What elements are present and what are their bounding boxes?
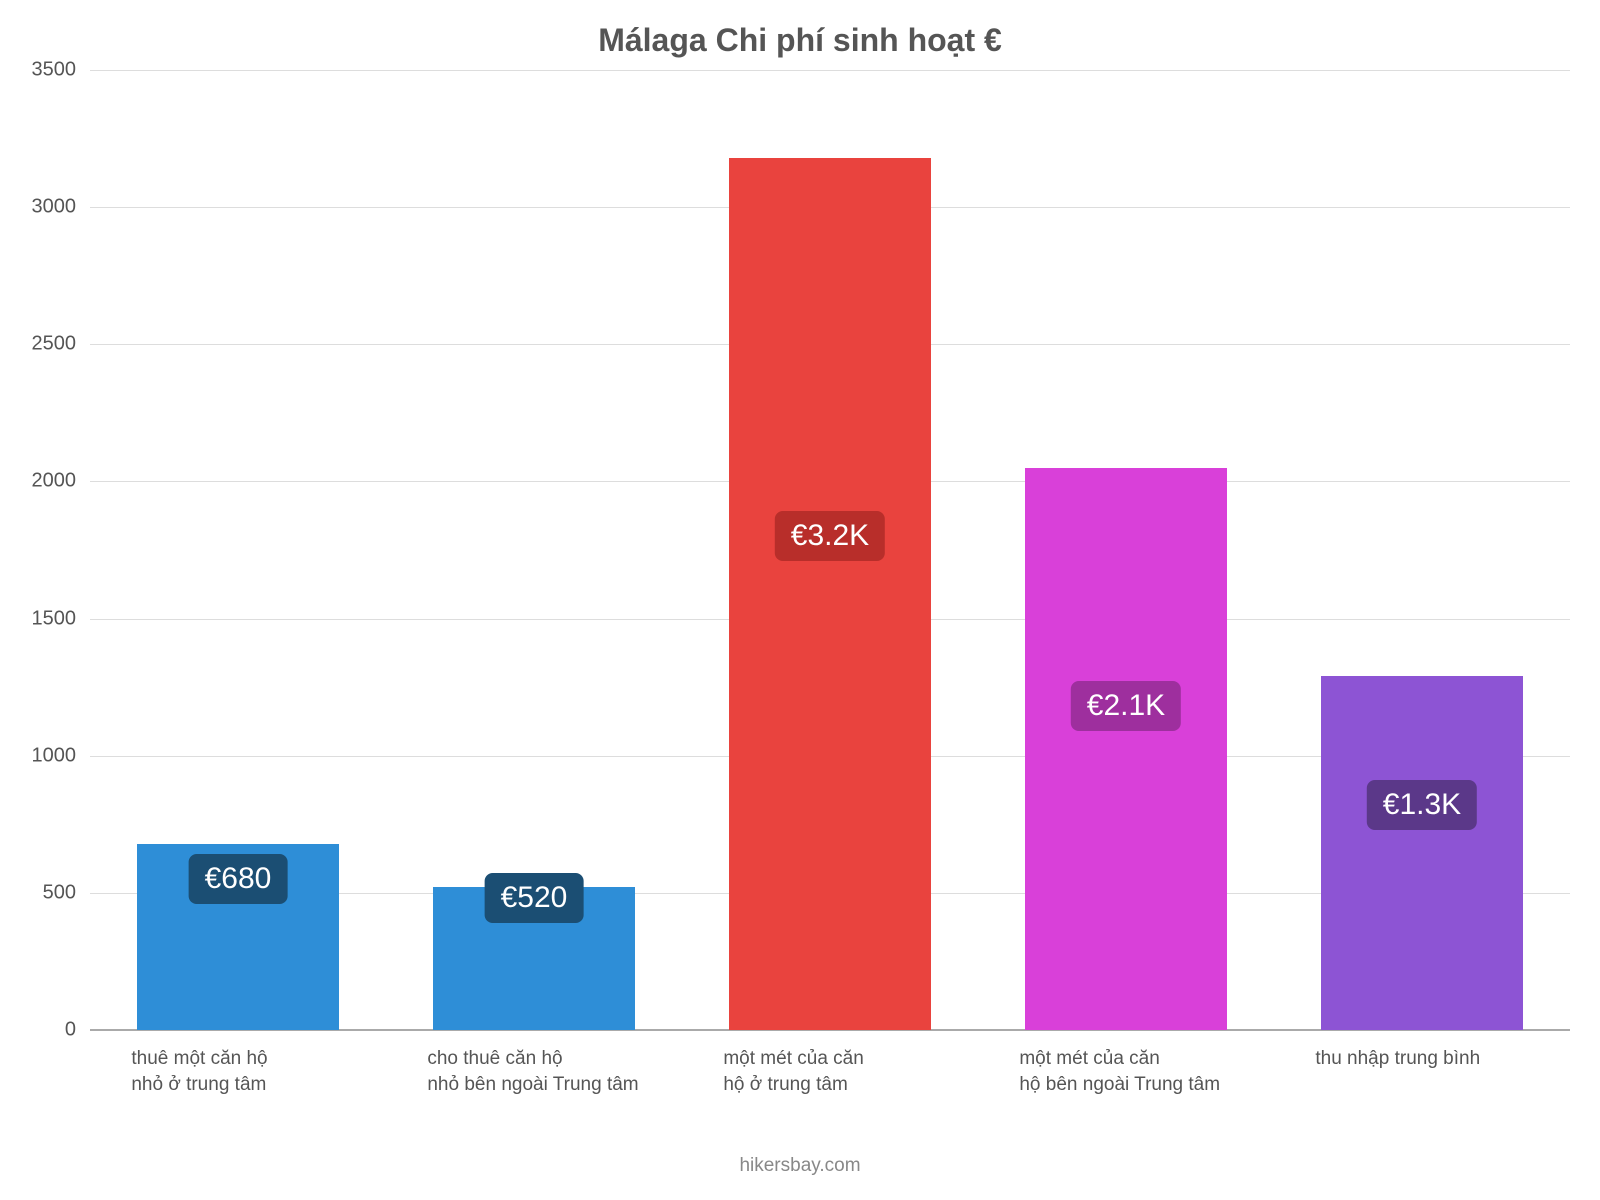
attribution-text: hikersbay.com <box>0 1155 1600 1177</box>
plot-area: 0500100015002000250030003500€680thuê một… <box>90 70 1570 1030</box>
y-tick-label: 1500 <box>32 607 91 630</box>
x-category-label: một mét của căn hộ ở trung tâm <box>723 1030 964 1097</box>
x-category-label: cho thuê căn hộ nhỏ bên ngoài Trung tâm <box>427 1030 668 1097</box>
bar-value-label: €520 <box>485 873 584 923</box>
x-category-label: một mét của căn hộ bên ngoài Trung tâm <box>1019 1030 1260 1097</box>
cost-of-living-chart: Málaga Chi phí sinh hoạt € 0500100015002… <box>0 0 1600 1200</box>
bar <box>729 158 930 1030</box>
bar <box>1321 676 1522 1030</box>
y-tick-label: 1000 <box>32 744 91 767</box>
x-category-label: thu nhập trung bình <box>1315 1030 1556 1072</box>
y-tick-label: 3500 <box>32 59 91 82</box>
y-tick-label: 2000 <box>32 470 91 493</box>
gridline <box>90 70 1570 71</box>
bar-value-label: €2.1K <box>1071 681 1181 731</box>
bar-value-label: €680 <box>189 854 288 904</box>
x-category-label: thuê một căn hộ nhỏ ở trung tâm <box>131 1030 372 1097</box>
y-tick-label: 500 <box>43 881 90 904</box>
y-tick-label: 0 <box>65 1019 90 1042</box>
y-tick-label: 3000 <box>32 196 91 219</box>
bar <box>1025 468 1226 1030</box>
chart-title: Málaga Chi phí sinh hoạt € <box>0 22 1600 59</box>
bar-value-label: €1.3K <box>1367 780 1477 830</box>
y-tick-label: 2500 <box>32 333 91 356</box>
bar-value-label: €3.2K <box>775 511 885 561</box>
